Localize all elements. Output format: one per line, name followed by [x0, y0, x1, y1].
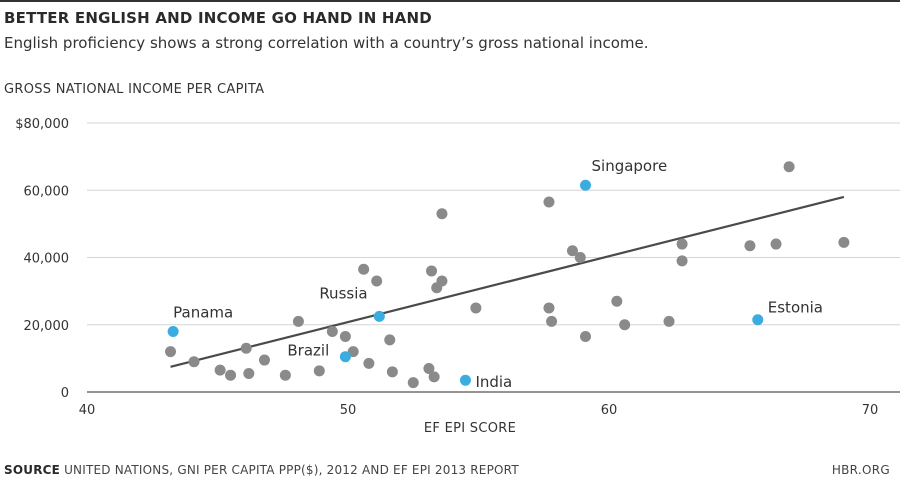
- highlight-point-singapore: [580, 179, 592, 191]
- data-point: [838, 236, 850, 248]
- data-point: [339, 331, 351, 343]
- data-point: [214, 364, 226, 376]
- data-point: [313, 365, 325, 377]
- data-point: [240, 342, 252, 354]
- data-points: [165, 161, 850, 389]
- chart-title: BETTER ENGLISH AND INCOME GO HAND IN HAN…: [4, 9, 432, 27]
- data-point: [676, 255, 688, 267]
- x-axis-label-wrap: EF EPI SCORE: [0, 421, 900, 436]
- data-point: [188, 356, 200, 368]
- data-point: [428, 371, 440, 383]
- y-tick-label: $80,000: [15, 117, 69, 132]
- y-tick-label: 40,000: [24, 252, 70, 267]
- data-point: [371, 275, 383, 287]
- top-rule: [0, 0, 900, 2]
- chart-subtitle: English proficiency shows a strong corre…: [4, 34, 649, 52]
- data-point: [407, 377, 419, 389]
- highlight-point-panama: [167, 325, 179, 337]
- label-panama: Panama: [173, 303, 233, 321]
- source-note: SOURCE UNITED NATIONS, GNI PER CAPITA PP…: [4, 463, 519, 477]
- y-axis-label: GROSS NATIONAL INCOME PER CAPITA: [4, 82, 265, 97]
- y-tick-label: 60,000: [24, 184, 70, 199]
- data-point: [543, 196, 555, 208]
- data-point: [386, 366, 398, 378]
- data-point: [165, 346, 177, 358]
- y-tick-label: 0: [61, 386, 69, 401]
- highlight-point-india: [459, 374, 471, 386]
- data-point: [543, 302, 555, 314]
- data-point: [423, 362, 435, 374]
- trend-line-group: [170, 195, 845, 368]
- data-point: [436, 275, 448, 287]
- data-point: [783, 161, 795, 173]
- label-brazil: Brazil: [287, 342, 329, 360]
- data-point: [363, 357, 375, 369]
- data-point: [744, 240, 756, 252]
- data-point: [470, 302, 482, 314]
- highlighted-points: Singapore Panama Russia Brazil India Estonia: [167, 157, 823, 391]
- label-russia: Russia: [319, 284, 367, 302]
- data-point: [566, 245, 578, 257]
- data-point: [676, 238, 688, 250]
- highlight-point-brazil: [339, 351, 351, 363]
- x-tick-label: 40: [79, 403, 96, 418]
- data-point: [326, 325, 338, 337]
- data-point: [279, 369, 291, 381]
- credit: HBR.ORG: [831, 463, 890, 477]
- source-text: UNITED NATIONS, GNI PER CAPITA PPP($), 2…: [64, 463, 519, 477]
- label-singapore: Singapore: [592, 157, 668, 175]
- data-point: [243, 368, 255, 380]
- data-point: [574, 252, 586, 263]
- data-point: [436, 208, 448, 220]
- highlight-point-russia: [373, 310, 385, 322]
- data-point: [384, 334, 396, 346]
- label-india: India: [475, 373, 512, 391]
- y-tick-label: 20,000: [24, 319, 70, 334]
- data-point: [770, 238, 782, 250]
- data-point: [258, 354, 270, 366]
- x-tick-labels: 40 50 60 70: [79, 403, 879, 418]
- highlight-point-estonia: [752, 314, 764, 326]
- data-point: [546, 315, 558, 327]
- label-estonia: Estonia: [768, 299, 823, 317]
- data-point: [426, 265, 438, 277]
- data-point: [663, 315, 675, 327]
- data-point: [225, 369, 237, 381]
- data-point: [358, 263, 370, 275]
- data-point: [580, 331, 592, 343]
- y-tick-labels: 0 20,000 40,000 60,000 $80,000: [15, 117, 69, 401]
- x-tick-label: 50: [340, 403, 357, 418]
- data-point: [347, 346, 359, 358]
- data-point: [619, 319, 631, 331]
- grid-lines: [87, 122, 900, 393]
- x-tick-label: 60: [601, 403, 618, 418]
- data-point: [292, 315, 304, 327]
- x-axis-label: EF EPI SCORE: [423, 421, 517, 436]
- x-tick-label: 70: [862, 403, 879, 418]
- trend-line: [170, 195, 845, 368]
- data-point: [611, 295, 623, 307]
- source-label: SOURCE: [4, 463, 61, 477]
